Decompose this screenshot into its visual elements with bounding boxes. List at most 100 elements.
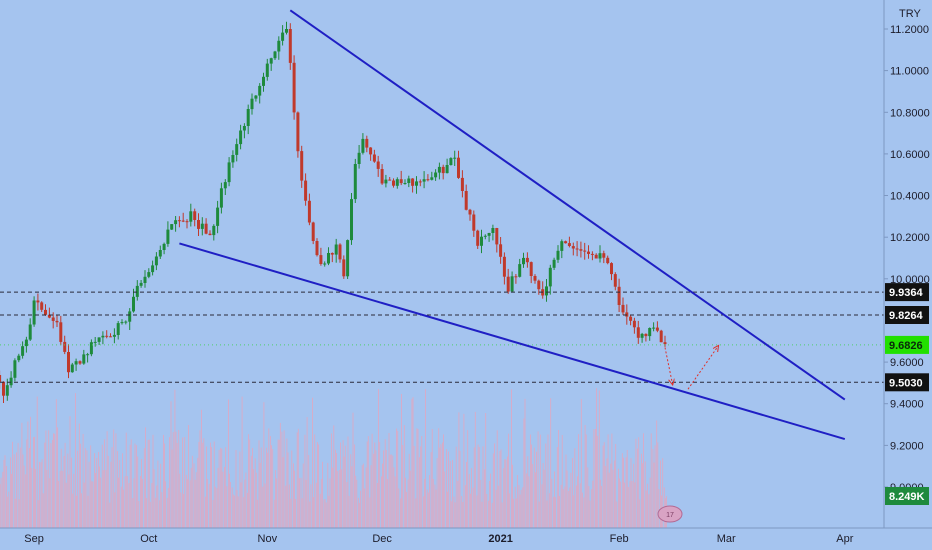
volume-bar bbox=[477, 444, 479, 528]
candle-body bbox=[281, 32, 285, 41]
volume-bar bbox=[358, 497, 359, 528]
volume-bar bbox=[423, 496, 424, 528]
candle-body bbox=[250, 98, 254, 110]
volume-bar bbox=[346, 482, 348, 528]
volume-bar bbox=[616, 501, 618, 528]
volume-bar bbox=[561, 435, 563, 528]
volume-bar bbox=[335, 449, 336, 528]
volume-bar bbox=[356, 479, 358, 528]
volume-bar bbox=[431, 429, 433, 528]
volume-bar bbox=[361, 465, 363, 528]
trendline-upper[interactable] bbox=[289, 9, 846, 401]
candle-body bbox=[395, 179, 399, 186]
volume-bar bbox=[86, 450, 88, 528]
candle-body bbox=[219, 188, 223, 208]
volume-bar bbox=[170, 401, 172, 528]
volume-bar bbox=[519, 494, 521, 528]
volume-bar bbox=[539, 434, 541, 528]
volume-bar bbox=[474, 411, 476, 528]
volume-bar bbox=[252, 448, 253, 528]
volume-bar bbox=[65, 482, 67, 528]
projection-arrow[interactable] bbox=[687, 345, 719, 390]
volume-bar bbox=[619, 478, 620, 528]
volume-bar bbox=[53, 433, 54, 528]
candle-body bbox=[166, 229, 170, 244]
volume-bar bbox=[647, 483, 648, 528]
volume-bar bbox=[42, 493, 44, 528]
trendline-lower[interactable] bbox=[179, 242, 846, 441]
volume-bar bbox=[438, 428, 440, 528]
y-tick-label: 10.0000 bbox=[890, 274, 930, 286]
volume-bar bbox=[546, 500, 548, 528]
volume-bar bbox=[449, 461, 451, 528]
volume-bar bbox=[325, 502, 327, 528]
volume-bar bbox=[77, 450, 78, 528]
volume-bar bbox=[403, 425, 405, 528]
candle-body bbox=[510, 276, 514, 292]
price-badge-label: 9.6826 bbox=[889, 340, 923, 352]
volume-bar bbox=[443, 434, 444, 528]
volume-bar bbox=[224, 467, 225, 528]
volume-bar bbox=[513, 498, 514, 528]
volume-bar bbox=[17, 442, 19, 528]
y-tick-label: 10.8000 bbox=[890, 107, 930, 119]
candle-body bbox=[174, 220, 178, 225]
x-tick-label: 2021 bbox=[488, 533, 512, 545]
volume-bar bbox=[408, 453, 410, 528]
candle-body bbox=[239, 130, 243, 145]
volume-bar bbox=[465, 485, 466, 528]
candle-body bbox=[514, 276, 518, 278]
candle-body bbox=[487, 233, 491, 236]
candle-body bbox=[330, 253, 334, 255]
candle-body bbox=[495, 228, 499, 245]
volume-bar bbox=[481, 501, 483, 528]
volume-bar bbox=[612, 469, 614, 528]
volume-bar bbox=[16, 452, 17, 528]
volume-bar bbox=[35, 469, 36, 528]
volume-bar bbox=[105, 470, 107, 528]
volume-bar bbox=[98, 452, 99, 528]
volume-bar bbox=[137, 456, 139, 528]
volume-bar bbox=[58, 480, 59, 528]
volume-bar bbox=[503, 468, 505, 528]
volume-bar bbox=[111, 447, 113, 528]
volume-bar bbox=[644, 461, 646, 528]
volume-bar bbox=[397, 430, 399, 528]
volume-bar bbox=[67, 453, 69, 528]
volume-bar bbox=[147, 440, 149, 528]
volume-bar bbox=[350, 454, 352, 528]
volume-bar bbox=[641, 453, 642, 528]
volume-bar bbox=[14, 498, 16, 528]
volume-bar bbox=[660, 460, 661, 528]
volume-bar bbox=[591, 489, 593, 528]
volume-bar bbox=[351, 466, 353, 528]
volume-bar bbox=[294, 470, 295, 528]
volume-bar bbox=[448, 451, 449, 528]
volume-bar bbox=[83, 482, 85, 528]
volume-bar bbox=[543, 469, 545, 528]
candle-body bbox=[135, 285, 139, 297]
volume-bar bbox=[92, 481, 94, 528]
candle-body bbox=[548, 267, 552, 287]
price-badge-label: 9.5030 bbox=[889, 377, 923, 389]
volume-bar bbox=[188, 425, 189, 528]
volume-bar bbox=[240, 482, 242, 528]
candle-body bbox=[453, 157, 457, 159]
candle-body bbox=[388, 179, 392, 181]
volume-bar bbox=[604, 465, 606, 528]
volume-bar bbox=[245, 472, 247, 528]
volume-bar bbox=[90, 445, 92, 528]
candle-body bbox=[529, 262, 533, 276]
volume-bar bbox=[486, 494, 488, 528]
volume-bar bbox=[576, 485, 577, 528]
volume-bar bbox=[577, 476, 578, 528]
volume-bar bbox=[409, 470, 411, 528]
volume-bar bbox=[398, 488, 400, 528]
volume-bar bbox=[643, 433, 644, 528]
x-tick-label: Sep bbox=[24, 533, 44, 545]
volume-bar bbox=[511, 389, 512, 528]
candle-body bbox=[365, 138, 369, 148]
